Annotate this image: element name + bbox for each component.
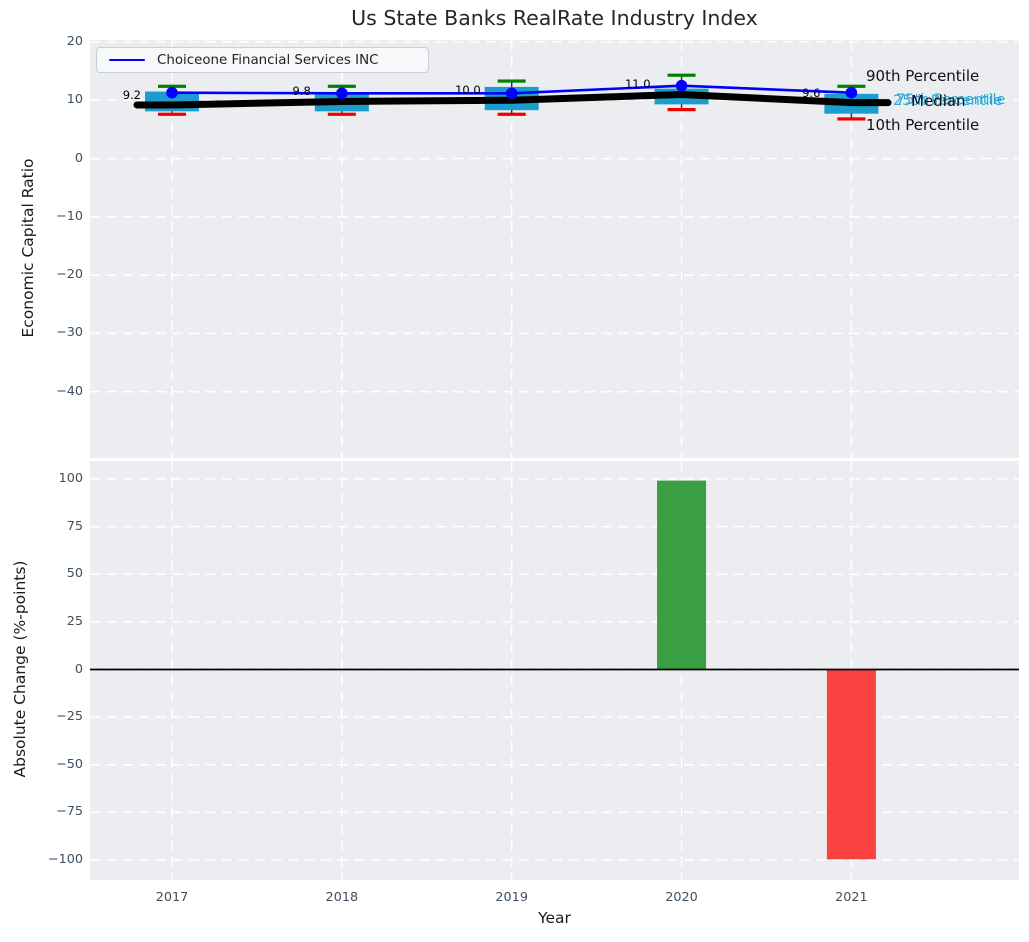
bottom-ytick-label: −75 bbox=[55, 804, 83, 820]
bar-negative-2021 bbox=[826, 669, 876, 860]
bottom-y-axis-label: Absolute Change (%-points) bbox=[11, 560, 29, 778]
cap-90th-2018 bbox=[327, 84, 356, 88]
median-value-label: 11.0 bbox=[624, 77, 651, 92]
median-value-label: 9.2 bbox=[122, 87, 141, 102]
annotation-median: Median bbox=[911, 92, 966, 110]
year-tick-label: 2018 bbox=[325, 890, 359, 905]
company-marker-2021 bbox=[845, 86, 858, 99]
cap-90th-2019 bbox=[497, 79, 526, 83]
annotation-25th-percentile: 25th Percentile bbox=[893, 93, 1003, 109]
top-ytick-label: −30 bbox=[55, 325, 83, 341]
cap-90th-2020 bbox=[667, 73, 696, 77]
company-marker-2020 bbox=[675, 79, 688, 92]
year-tick-label: 2019 bbox=[495, 890, 528, 905]
bottom-ytick-label: 0 bbox=[74, 661, 83, 677]
top-ytick-label: 10 bbox=[66, 92, 83, 108]
bottom-ytick-label: 25 bbox=[66, 613, 83, 629]
top-ytick-label: 0 bbox=[74, 150, 83, 166]
cap-10th-2020 bbox=[667, 108, 696, 112]
year-tick-label: 2021 bbox=[835, 890, 868, 905]
cap-10th-2019 bbox=[497, 112, 526, 116]
cap-10th-2021 bbox=[837, 117, 866, 121]
company-marker-2019 bbox=[505, 87, 518, 100]
cap-10th-2017 bbox=[158, 112, 186, 116]
company-marker-2018 bbox=[336, 87, 348, 100]
cap-90th-2017 bbox=[158, 84, 186, 88]
bottom-ytick-label: −100 bbox=[47, 852, 83, 868]
year-tick-label: 2017 bbox=[155, 890, 189, 905]
top-y-axis-label: Economic Capital Ratio bbox=[19, 158, 37, 338]
legend-label: Choiceone Financial Services INC bbox=[157, 52, 379, 68]
annotation-75th-percentile: 75th Percentile bbox=[896, 92, 1006, 108]
cap-90th-2021 bbox=[837, 84, 866, 88]
bottom-ytick-label: −50 bbox=[55, 756, 83, 772]
bottom-ytick-label: 75 bbox=[66, 518, 83, 534]
median-value-label: 9.8 bbox=[292, 84, 311, 99]
annotation-90th-percentile: 90th Percentile bbox=[866, 67, 980, 85]
top-ytick-label: −10 bbox=[55, 208, 83, 224]
median-value-label: 9.6 bbox=[802, 85, 821, 100]
bottom-ytick-label: 100 bbox=[58, 470, 83, 486]
median-value-label: 10.0 bbox=[455, 83, 481, 98]
company-marker-2017 bbox=[166, 86, 178, 99]
bottom-ytick-label: −25 bbox=[55, 709, 83, 725]
top-ytick-label: 20 bbox=[66, 34, 83, 49]
legend-line-swatch bbox=[109, 58, 145, 62]
legend-box: Choiceone Financial Services INC bbox=[96, 47, 429, 73]
bottom-ytick-label: 50 bbox=[66, 566, 83, 582]
year-tick-label: 2020 bbox=[665, 890, 698, 905]
bar-positive-2020 bbox=[657, 480, 707, 670]
annotation-10th-percentile: 10th Percentile bbox=[866, 116, 980, 134]
cap-10th-2018 bbox=[327, 112, 356, 116]
top-ytick-label: −40 bbox=[55, 383, 83, 399]
top-ytick-label: −20 bbox=[55, 267, 83, 283]
chart-title: Us State Banks RealRate Industry Index bbox=[351, 6, 758, 30]
median-line bbox=[133, 90, 892, 109]
x-axis-label: Year bbox=[538, 909, 571, 927]
